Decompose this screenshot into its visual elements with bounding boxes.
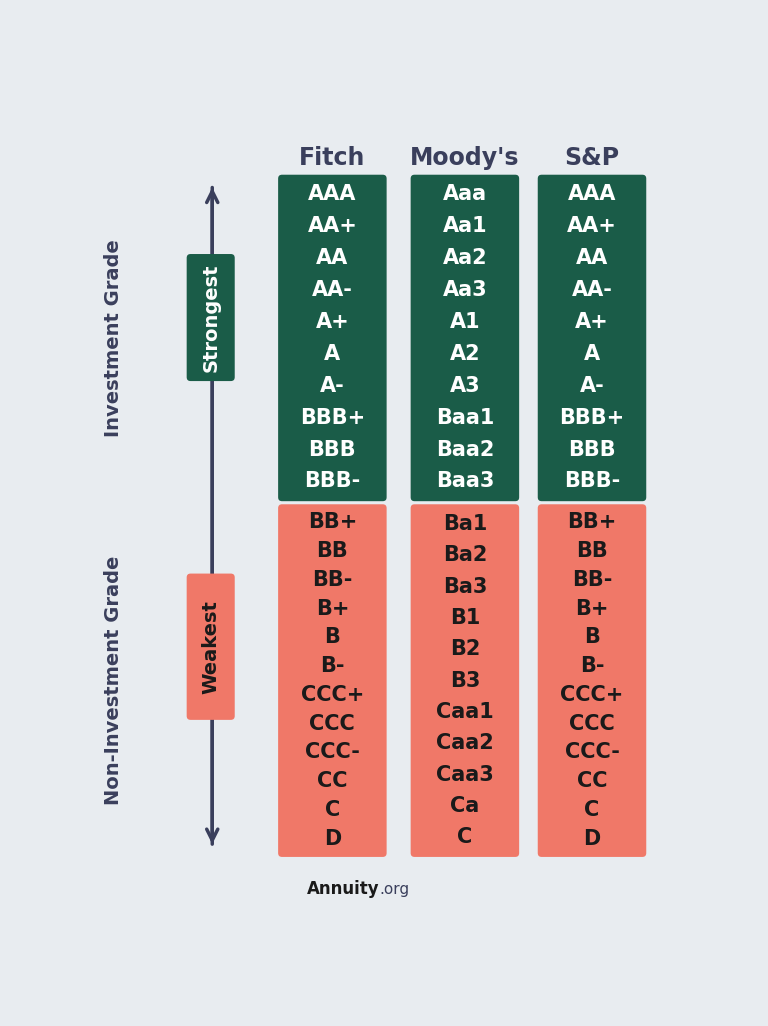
FancyBboxPatch shape [411, 174, 519, 501]
Text: Aa3: Aa3 [442, 280, 487, 301]
Text: B-: B- [320, 657, 345, 676]
Text: Investment Grade: Investment Grade [104, 239, 123, 437]
Text: CCC: CCC [310, 714, 356, 734]
Text: Baa2: Baa2 [435, 439, 494, 460]
Text: Annuity: Annuity [307, 880, 379, 899]
Text: AA-: AA- [312, 280, 353, 301]
Text: Moody's: Moody's [410, 146, 520, 169]
Text: AA+: AA+ [307, 216, 357, 236]
Text: AA+: AA+ [567, 216, 617, 236]
FancyBboxPatch shape [187, 574, 235, 720]
Text: A2: A2 [449, 344, 480, 364]
Text: D: D [584, 829, 601, 849]
Text: A: A [584, 344, 600, 364]
Text: AAA: AAA [308, 185, 356, 204]
Text: B: B [324, 628, 340, 647]
Text: S&P: S&P [564, 146, 620, 169]
FancyBboxPatch shape [538, 504, 646, 857]
Text: C: C [584, 800, 600, 820]
FancyBboxPatch shape [278, 504, 386, 857]
Text: BB-: BB- [312, 570, 353, 590]
Text: BBB+: BBB+ [300, 407, 365, 428]
Text: AA: AA [576, 248, 608, 268]
Text: Weakest: Weakest [201, 600, 220, 694]
Text: Non-Investment Grade: Non-Investment Grade [104, 556, 123, 805]
Text: D: D [324, 829, 341, 849]
Text: BB-: BB- [572, 570, 612, 590]
Text: B3: B3 [450, 671, 480, 690]
Text: Caa3: Caa3 [436, 764, 494, 785]
Text: A-: A- [580, 376, 604, 396]
Text: CCC-: CCC- [305, 743, 360, 762]
FancyBboxPatch shape [411, 504, 519, 857]
Text: BBB+: BBB+ [559, 407, 624, 428]
Text: CC: CC [577, 772, 607, 791]
Text: B+: B+ [575, 599, 609, 619]
Text: BBB: BBB [309, 439, 356, 460]
Text: Caa1: Caa1 [436, 702, 494, 722]
Text: B-: B- [580, 657, 604, 676]
Text: Baa3: Baa3 [435, 471, 494, 491]
FancyBboxPatch shape [278, 174, 386, 501]
Text: A1: A1 [449, 312, 480, 332]
Text: CCC+: CCC+ [561, 685, 624, 705]
Text: AA-: AA- [571, 280, 612, 301]
Text: .org: .org [379, 881, 410, 897]
FancyBboxPatch shape [538, 174, 646, 501]
Text: BB: BB [576, 542, 608, 561]
Text: BBB: BBB [568, 439, 616, 460]
Text: CCC+: CCC+ [301, 685, 364, 705]
Text: C: C [457, 827, 472, 847]
Text: A-: A- [320, 376, 345, 396]
Text: BB+: BB+ [308, 513, 357, 532]
Text: B2: B2 [450, 639, 480, 660]
Text: C: C [325, 800, 340, 820]
Text: Aa1: Aa1 [442, 216, 487, 236]
Text: BBB-: BBB- [564, 471, 620, 491]
Text: B: B [584, 628, 600, 647]
Text: Fitch: Fitch [300, 146, 366, 169]
Text: Aaa: Aaa [443, 185, 487, 204]
Text: Baa1: Baa1 [435, 407, 494, 428]
Text: B1: B1 [450, 607, 480, 628]
FancyBboxPatch shape [187, 254, 235, 381]
Text: Ba1: Ba1 [442, 514, 487, 534]
Text: BB: BB [316, 542, 348, 561]
Text: A: A [324, 344, 340, 364]
Text: A+: A+ [316, 312, 349, 332]
Text: CC: CC [317, 772, 348, 791]
Text: Aa2: Aa2 [442, 248, 487, 268]
Text: Ba3: Ba3 [442, 577, 487, 596]
Text: CCC-: CCC- [564, 743, 620, 762]
Text: Caa2: Caa2 [436, 734, 494, 753]
Text: A+: A+ [575, 312, 609, 332]
Text: Ba2: Ba2 [442, 545, 487, 565]
Text: Ca: Ca [450, 796, 479, 816]
Text: B+: B+ [316, 599, 349, 619]
Text: AA: AA [316, 248, 349, 268]
Text: Strongest: Strongest [201, 264, 220, 371]
Text: BBB-: BBB- [304, 471, 360, 491]
Text: CCC: CCC [569, 714, 615, 734]
Text: AAA: AAA [568, 185, 616, 204]
Text: BB+: BB+ [568, 513, 617, 532]
Text: A3: A3 [449, 376, 480, 396]
